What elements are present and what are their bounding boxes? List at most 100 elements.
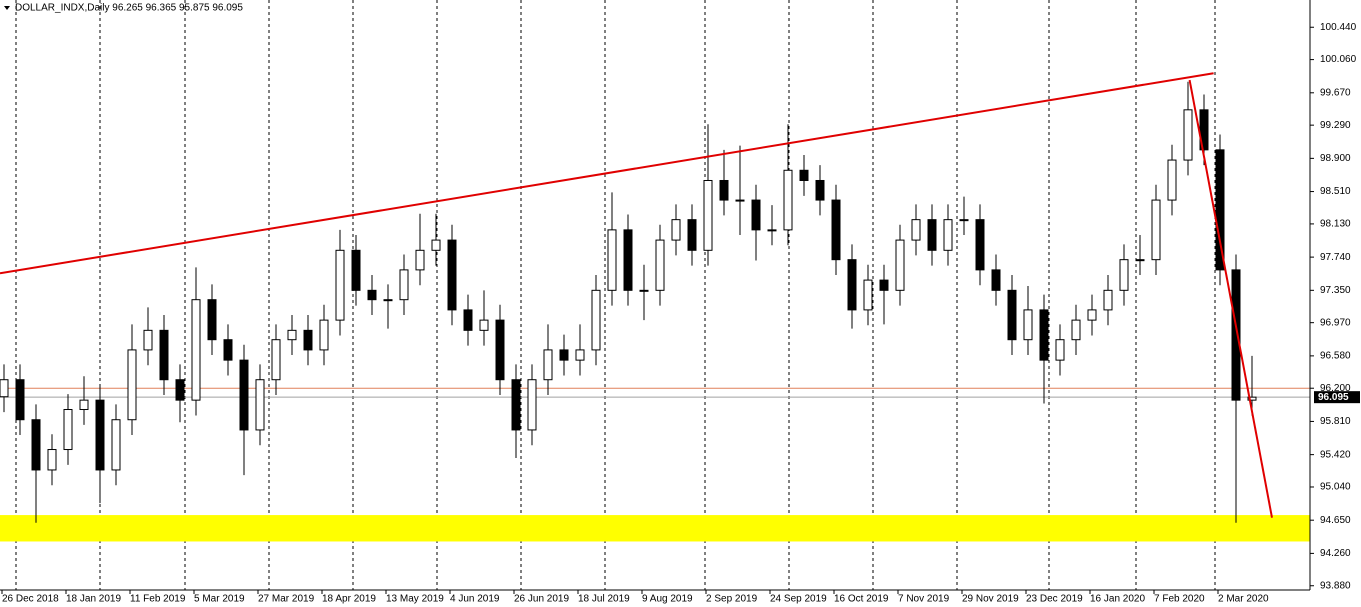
candle-body	[271, 339, 281, 381]
candle-body	[239, 359, 249, 431]
candle-body	[815, 179, 825, 201]
candle-body	[863, 279, 873, 311]
candle-body	[207, 299, 217, 341]
candle-body	[767, 229, 777, 232]
y-tick-label: 97.350	[1320, 285, 1351, 296]
candle-body	[527, 379, 537, 431]
candle-body	[1055, 339, 1065, 361]
x-tick-label: 4 Jun 2019	[450, 594, 500, 605]
y-tick-label: 93.880	[1320, 580, 1351, 591]
support-zone	[0, 515, 1310, 542]
candle-body	[367, 289, 377, 301]
x-tick-label: 18 Jan 2019	[66, 594, 121, 605]
candle-body	[1231, 269, 1241, 401]
candle-body	[111, 419, 121, 471]
candle-body	[1199, 109, 1209, 151]
candle-body	[959, 219, 969, 222]
y-tick-label: 99.670	[1320, 87, 1351, 98]
x-tick-label: 29 Nov 2019	[962, 594, 1019, 605]
y-tick-label: 95.810	[1320, 416, 1351, 427]
candle-body	[159, 329, 169, 381]
candle-body	[1215, 149, 1225, 271]
x-tick-label: 23 Dec 2019	[1026, 594, 1083, 605]
candle-body	[463, 309, 473, 331]
y-tick-label: 96.580	[1320, 351, 1351, 362]
candle-body	[175, 379, 185, 401]
x-tick-label: 24 Sep 2019	[770, 594, 827, 605]
candle-body	[63, 409, 73, 451]
x-tick-label: 18 Jul 2019	[578, 594, 630, 605]
candle-body	[95, 399, 105, 471]
candle-body	[591, 289, 601, 351]
candle-body	[287, 329, 297, 341]
x-tick-label: 26 Dec 2018	[2, 594, 59, 605]
candle-body	[191, 299, 201, 401]
candle-body	[223, 339, 233, 361]
current-price-label: 96.095	[1318, 392, 1349, 403]
x-tick-label: 7 Nov 2019	[898, 594, 950, 605]
trendline	[0, 72, 1214, 275]
candle-body	[575, 349, 585, 361]
candle-body	[623, 229, 633, 291]
y-tick-label: 98.130	[1320, 219, 1351, 230]
candle-body	[1007, 289, 1017, 341]
candle-body	[399, 269, 409, 301]
trendline	[1188, 79, 1273, 518]
y-tick-label: 96.970	[1320, 317, 1351, 328]
candle-body	[143, 329, 153, 351]
candle-body	[1071, 319, 1081, 341]
candle-body	[79, 399, 89, 411]
candle-body	[303, 329, 313, 351]
y-tick-label: 95.040	[1320, 482, 1351, 493]
x-tick-label: 2 Mar 2020	[1218, 594, 1269, 605]
candle-body	[383, 299, 393, 302]
candle-body	[655, 239, 665, 291]
candle-body	[991, 269, 1001, 291]
candle-body	[607, 229, 617, 291]
candle-body	[1039, 309, 1049, 361]
candle-body	[447, 239, 457, 311]
y-tick-label: 99.290	[1320, 120, 1351, 131]
candle-body	[431, 239, 441, 251]
candle-body	[31, 419, 41, 471]
candle-body	[1087, 309, 1097, 321]
x-tick-label: 7 Feb 2020	[1154, 594, 1205, 605]
x-tick-label: 13 May 2019	[386, 594, 444, 605]
candle-body	[943, 219, 953, 251]
x-tick-label: 11 Feb 2019	[130, 594, 186, 605]
x-tick-label: 2 Sep 2019	[706, 594, 758, 605]
menu-arrow	[4, 6, 10, 10]
candle-body	[0, 379, 9, 398]
y-tick-label: 94.650	[1320, 515, 1351, 526]
y-tick-label: 100.060	[1320, 54, 1357, 65]
candle-body	[1119, 259, 1129, 291]
candle-body	[543, 349, 553, 381]
candle-body	[1247, 396, 1257, 401]
y-tick-label: 96.200	[1320, 383, 1351, 394]
x-tick-label: 9 Aug 2019	[642, 594, 693, 605]
candle-body	[927, 219, 937, 251]
y-tick-label: 98.510	[1320, 186, 1351, 197]
y-tick-label: 95.420	[1320, 449, 1351, 460]
candle-body	[783, 169, 793, 231]
candle-body	[895, 239, 905, 291]
candle-body	[639, 289, 649, 292]
candle-body	[671, 219, 681, 241]
x-tick-label: 16 Jan 2020	[1090, 594, 1145, 605]
candle-body	[559, 349, 569, 361]
candle-body	[847, 259, 857, 311]
x-tick-label: 5 Mar 2019	[194, 594, 245, 605]
candle-body	[351, 249, 361, 291]
candle-body	[15, 379, 25, 421]
candle-body	[415, 249, 425, 271]
candle-body	[335, 249, 345, 321]
x-tick-label: 16 Oct 2019	[834, 594, 889, 605]
candle-body	[831, 199, 841, 261]
candle-body	[975, 219, 985, 271]
y-tick-label: 94.260	[1320, 548, 1351, 559]
candle-body	[1183, 109, 1193, 161]
candle-body	[1167, 159, 1177, 201]
candle-body	[735, 199, 745, 202]
